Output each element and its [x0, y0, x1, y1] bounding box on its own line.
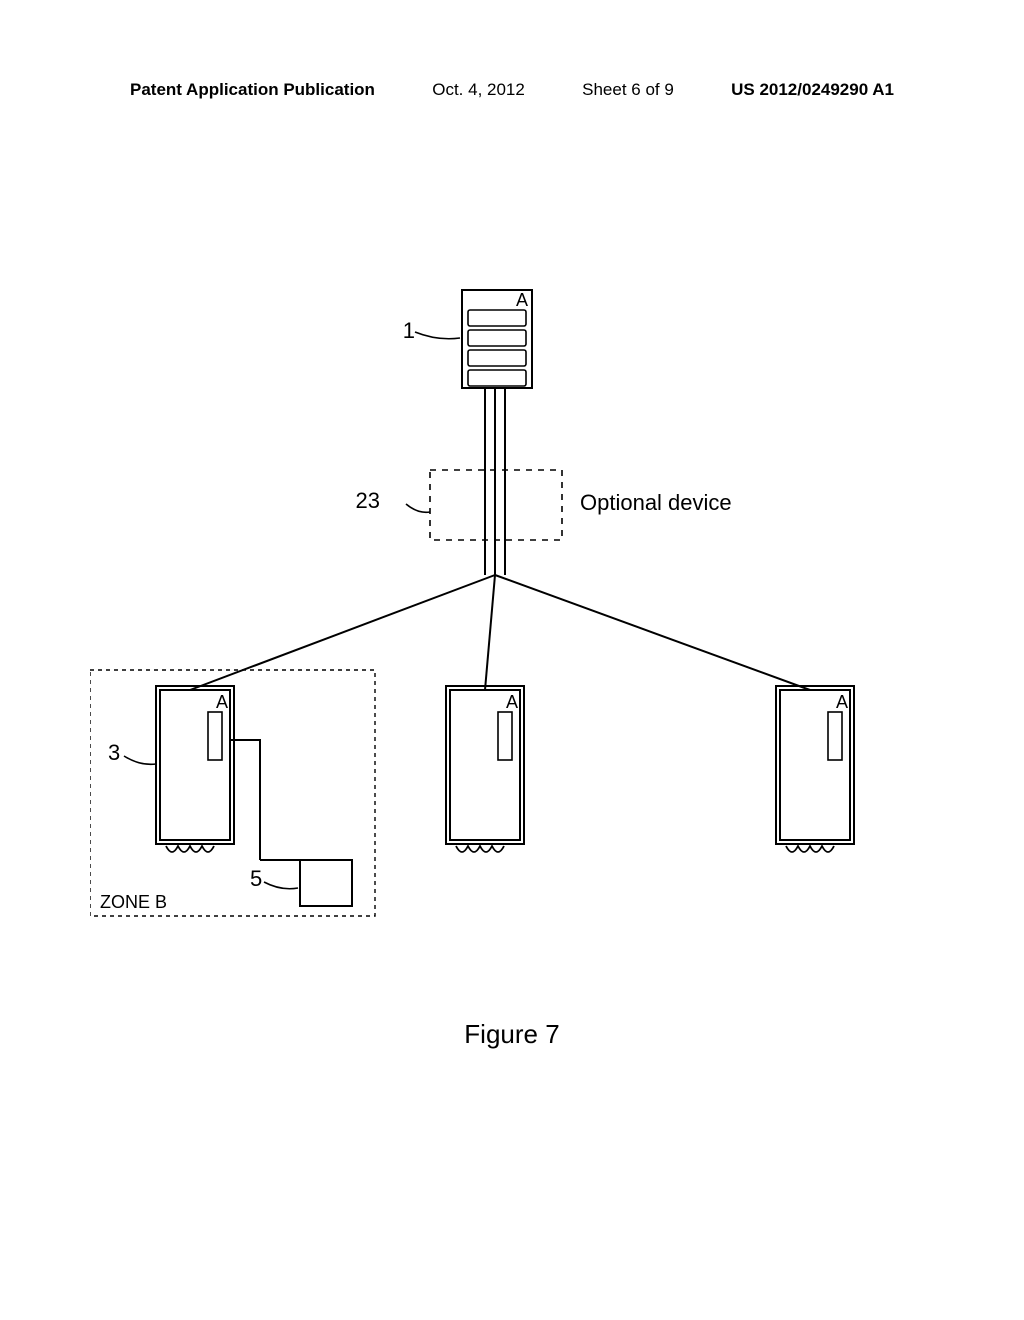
figure-caption: Figure 7: [0, 1019, 1024, 1050]
publication-date: Oct. 4, 2012: [432, 80, 525, 100]
diagram-svg: A 1 Optional device 23 ZONE B A A A 3 5: [90, 260, 934, 980]
figure-canvas: A 1 Optional device 23 ZONE B A A A 3 5: [90, 260, 934, 980]
svg-text:A: A: [516, 290, 528, 310]
svg-text:5: 5: [250, 866, 262, 891]
page-header: Patent Application Publication Oct. 4, 2…: [0, 80, 1024, 100]
publication-number: US 2012/0249290 A1: [731, 80, 894, 100]
svg-text:Optional device: Optional device: [580, 490, 732, 515]
svg-text:A: A: [836, 692, 848, 712]
svg-text:1: 1: [403, 318, 415, 343]
svg-text:ZONE B: ZONE B: [100, 892, 167, 912]
svg-text:A: A: [216, 692, 228, 712]
svg-text:23: 23: [356, 488, 380, 513]
svg-text:A: A: [506, 692, 518, 712]
publication-label: Patent Application Publication: [130, 80, 375, 100]
svg-text:3: 3: [108, 740, 120, 765]
sheet-number: Sheet 6 of 9: [582, 80, 674, 100]
